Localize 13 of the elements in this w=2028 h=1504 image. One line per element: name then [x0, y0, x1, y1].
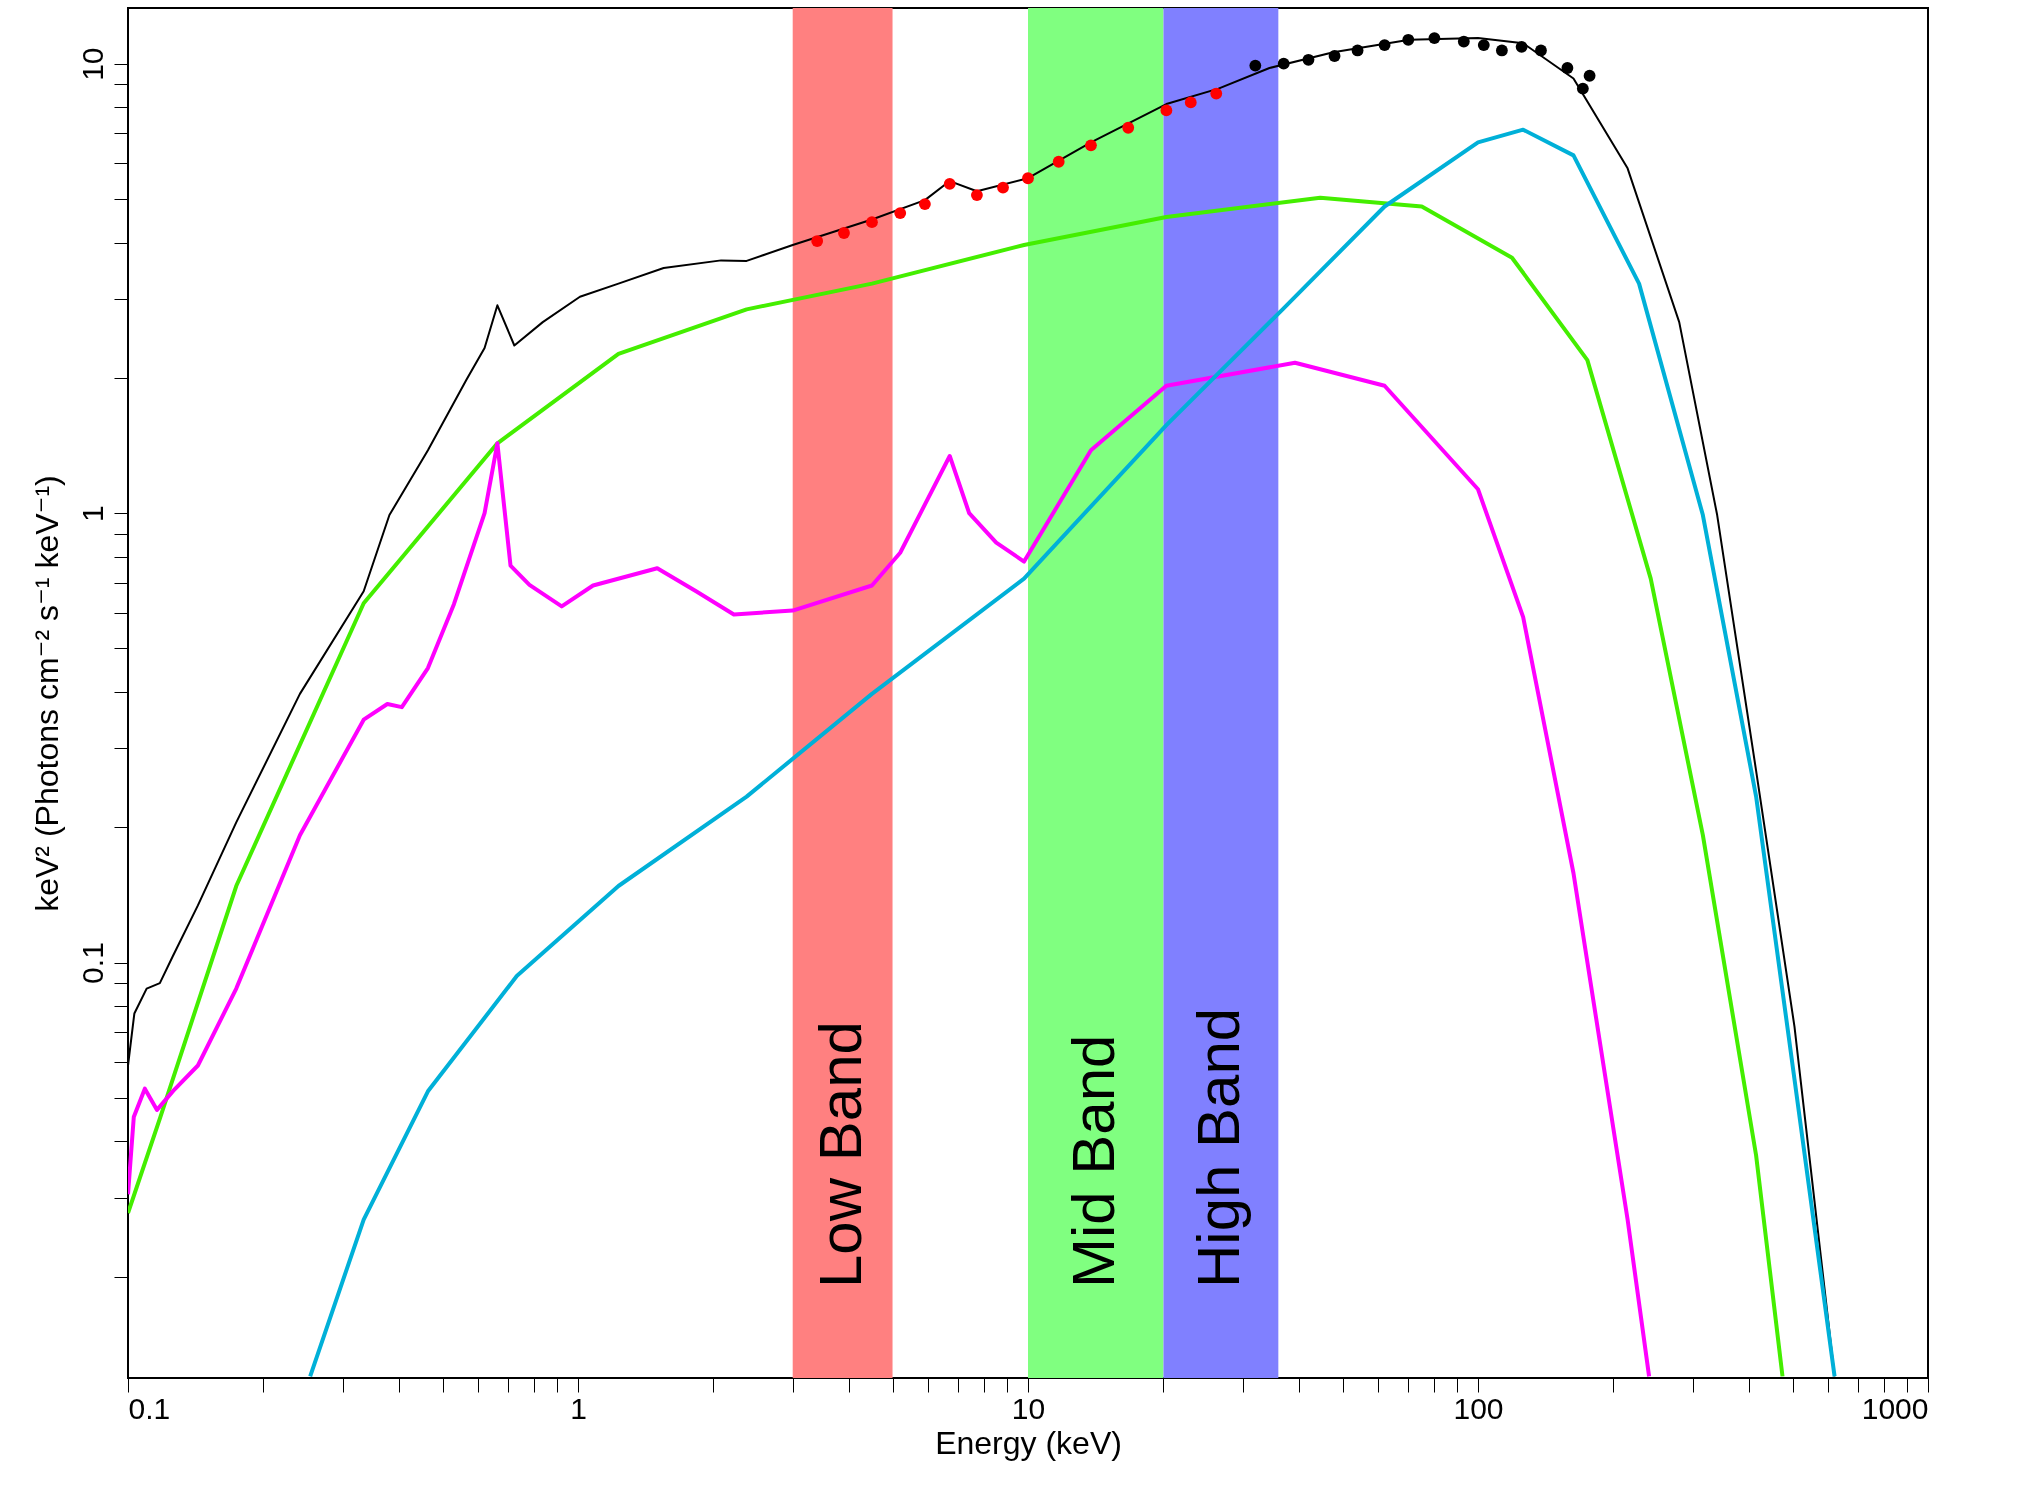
y-tick-label: 10 [75, 47, 109, 81]
band-label: High Band [1184, 1007, 1252, 1288]
y-tick-label: 0.1 [75, 942, 109, 984]
x-tick-label: 100 [1453, 1391, 1504, 1425]
x-tick-label: 10 [1011, 1391, 1046, 1425]
x-tick-label: 1 [570, 1391, 587, 1425]
band-label: Low Band [806, 1021, 874, 1288]
y-axis-title: keV² (Photons cm⁻² s⁻¹ keV⁻¹) [28, 475, 65, 912]
band-label: Mid Band [1059, 1034, 1127, 1288]
x-tick-label: 0.1 [128, 1391, 171, 1425]
x-axis-title: Energy (keV) [935, 1424, 1122, 1461]
x-tick-label: 1000 [1861, 1391, 1929, 1425]
y-tick-label: 1 [75, 505, 109, 522]
